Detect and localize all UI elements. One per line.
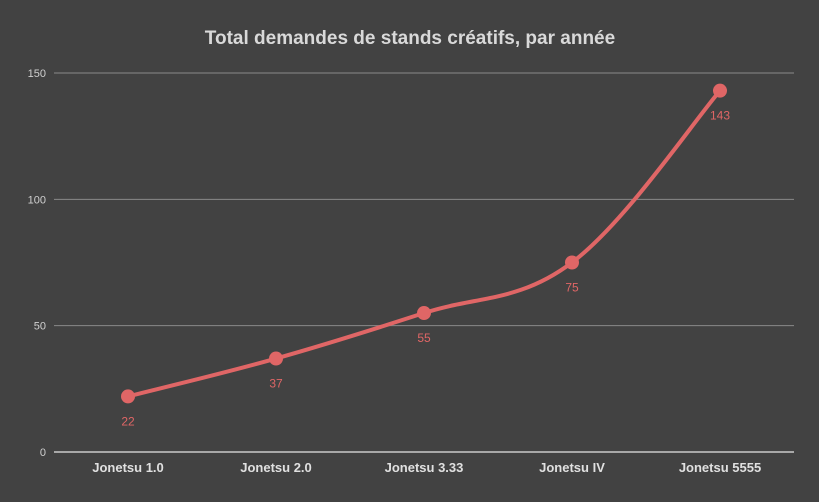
data-point (269, 351, 283, 366)
data-label: 22 (121, 414, 135, 428)
y-axis-ticks: 0 50 100 150 (28, 68, 46, 459)
data-label: 55 (417, 331, 431, 345)
points-layer (121, 83, 727, 404)
y-tick-label: 150 (28, 68, 46, 80)
data-point (565, 255, 579, 270)
series-layer (126, 88, 722, 399)
y-tick-label: 0 (40, 447, 46, 459)
data-label: 143 (710, 109, 730, 123)
x-tick-label: Jonetsu 1.0 (92, 460, 164, 475)
data-point (713, 83, 727, 98)
data-label: 37 (269, 377, 283, 391)
data-label: 75 (565, 281, 579, 295)
y-tick-label: 100 (28, 194, 46, 206)
data-point (417, 306, 431, 321)
gridlines (54, 72, 794, 453)
data-labels-layer: 22 37 55 75 143 (121, 109, 730, 429)
data-point (121, 389, 135, 404)
x-tick-label: Jonetsu 2.0 (240, 460, 312, 475)
chart-title: Total demandes de stands créatifs, par a… (205, 28, 615, 49)
x-tick-label: Jonetsu IV (539, 460, 605, 475)
x-axis-ticks: Jonetsu 1.0 Jonetsu 2.0 Jonetsu 3.33 Jonets… (92, 460, 761, 475)
y-tick-label: 50 (34, 321, 46, 333)
series-line (126, 88, 722, 399)
x-tick-label: Jonetsu 5555 (679, 460, 761, 475)
x-tick-label: Jonetsu 3.33 (385, 460, 464, 475)
